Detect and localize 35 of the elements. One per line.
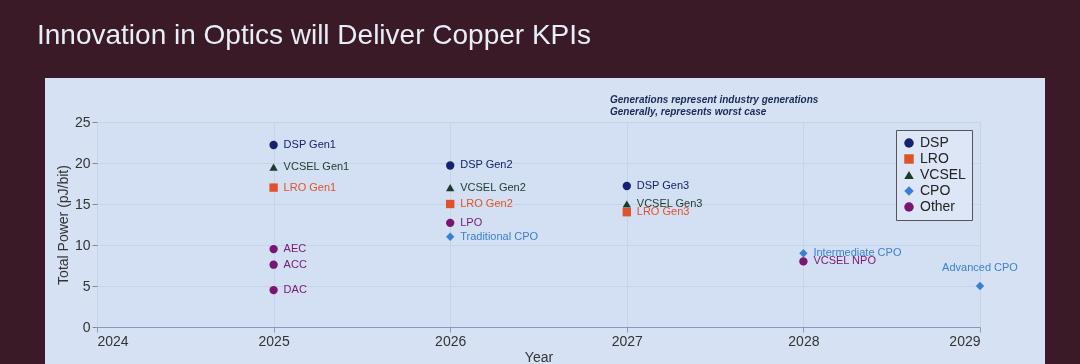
annotation: DAC — [283, 283, 307, 296]
legend-label: LRO — [920, 150, 949, 166]
annotation: DSP Gen2 — [460, 158, 513, 171]
y-tick-label: 5 — [82, 277, 91, 294]
annotation: LPO — [460, 215, 483, 228]
x-tick-label: 2024 — [97, 332, 129, 349]
annotation: DSP Gen3 — [636, 178, 690, 191]
y-tick-label: 15 — [74, 195, 91, 212]
annotation: VCSEL Gen1 — [283, 160, 350, 173]
annotation: LRO Gen2 — [460, 197, 513, 209]
text: Generations represent industry generations — [610, 94, 819, 105]
x-tick-label: 2028 — [788, 332, 820, 349]
text: Generally, represents worst case — [610, 106, 767, 117]
annotation: VCSEL Gen2 — [460, 180, 526, 193]
legend-label: DSP — [920, 134, 949, 150]
annotation: ACC — [283, 257, 307, 270]
x-axis-title: Year — [524, 348, 554, 364]
y-tick-label: 25 — [74, 113, 91, 130]
chart-title: Innovation in Optics will Deliver Copper KPIs — [37, 19, 592, 50]
y-tick-label: 10 — [74, 236, 91, 253]
y-tick-label: 0 — [82, 318, 91, 335]
x-tick-label: 2025 — [258, 332, 290, 349]
y-tick-label: 20 — [74, 154, 91, 171]
legend-label: CPO — [920, 182, 951, 198]
annotation: Advanced CPO — [942, 261, 1019, 273]
annotation: DSP Gen1 — [283, 137, 336, 150]
legend-label: VCSEL — [920, 166, 967, 182]
x-tick-label: 2026 — [435, 332, 467, 349]
y-axis-title: Total Power (pJ/bit) — [54, 165, 71, 285]
legend-label: Other — [920, 198, 956, 214]
annotation: LRO Gen1 — [283, 180, 337, 193]
x-tick-label: 2029 — [949, 332, 981, 349]
annotation: Traditional CPO — [460, 229, 539, 242]
x-tick-label: 2027 — [611, 332, 644, 349]
annotation: AEC — [283, 242, 307, 255]
